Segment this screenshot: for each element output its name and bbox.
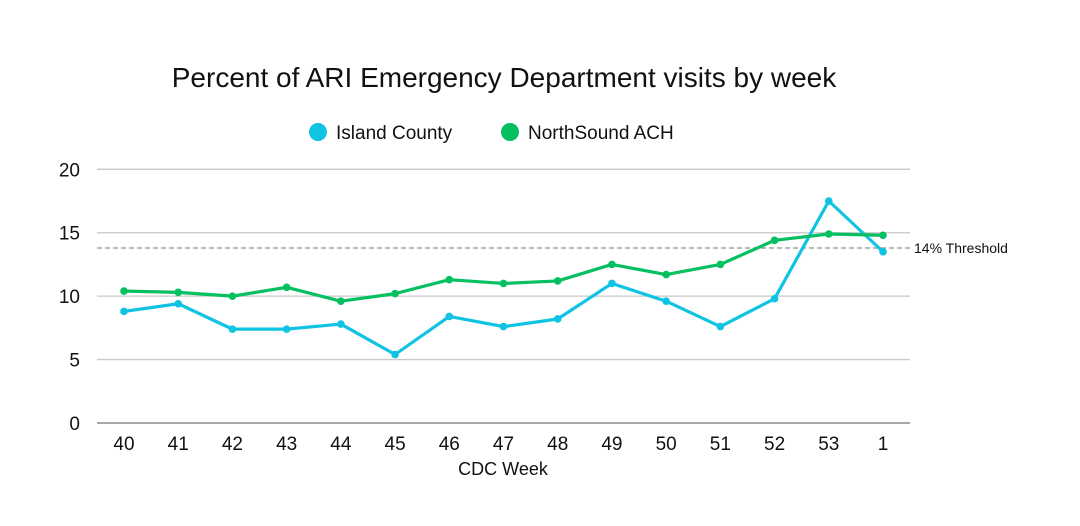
- y-tick-label: 15: [59, 224, 80, 245]
- data-point: [282, 325, 291, 333]
- data-point: [282, 283, 291, 292]
- legend-label: NorthSound ACH: [528, 123, 674, 144]
- x-tick-label: 52: [764, 434, 785, 455]
- y-tick-label: 20: [59, 160, 80, 181]
- x-tick-label: 41: [168, 434, 189, 455]
- series-island-county: [120, 197, 887, 359]
- legend-marker: [309, 123, 327, 141]
- series-line: [123, 232, 884, 303]
- data-point: [608, 279, 616, 288]
- data-point: [445, 275, 454, 284]
- series-group: [120, 197, 887, 359]
- data-point: [499, 279, 508, 288]
- data-point: [824, 230, 833, 238]
- data-point: [337, 297, 345, 306]
- data-point: [174, 299, 183, 308]
- x-tick-label: 1: [878, 434, 889, 455]
- x-tick-label: 50: [656, 434, 677, 455]
- data-point: [228, 292, 237, 300]
- data-point: [879, 247, 887, 256]
- x-axis-label: CDC Week: [458, 459, 549, 479]
- x-tick-label: 46: [439, 434, 460, 455]
- x-tick-label: 49: [601, 434, 622, 455]
- x-tick-label: 47: [493, 434, 514, 455]
- x-tick-label: 53: [818, 434, 839, 455]
- data-point: [716, 260, 725, 269]
- chart-title: Percent of ARI Emergency Department visi…: [172, 62, 837, 93]
- data-point: [879, 231, 887, 240]
- series-line: [123, 199, 885, 357]
- x-tick-label: 40: [113, 434, 134, 455]
- data-point: [608, 260, 616, 269]
- x-axis: 40 41 42 43 44 45 46 47 48 49 50 51 52 53 1: [113, 434, 888, 455]
- threshold: 14% Threshold: [97, 240, 1008, 256]
- data-point: [770, 236, 779, 245]
- data-point: [337, 320, 345, 328]
- threshold-label: 14% Threshold: [914, 240, 1008, 256]
- legend: Island County NorthSound ACH: [309, 123, 674, 144]
- data-point: [120, 287, 128, 295]
- series-northsound-ach: [120, 230, 887, 306]
- data-point: [391, 289, 399, 298]
- data-point: [228, 325, 237, 333]
- data-point: [824, 197, 833, 205]
- x-tick-label: 48: [547, 434, 568, 455]
- legend-label: Island County: [336, 123, 453, 144]
- data-point: [770, 294, 779, 303]
- data-point: [662, 297, 670, 306]
- grid: 0 5 10 15 20: [59, 160, 910, 435]
- data-point: [662, 270, 670, 279]
- y-tick-label: 0: [69, 414, 80, 435]
- x-tick-label: 44: [330, 434, 352, 455]
- y-tick-label: 5: [69, 351, 80, 372]
- y-tick-label: 10: [59, 287, 80, 308]
- x-tick-label: 45: [385, 434, 406, 455]
- data-point: [174, 288, 183, 297]
- x-tick-label: 43: [276, 434, 297, 455]
- x-tick-label: 42: [222, 434, 243, 455]
- data-point: [391, 350, 399, 359]
- data-point: [499, 322, 508, 331]
- data-point: [120, 307, 128, 316]
- legend-marker: [501, 123, 519, 141]
- data-point: [716, 322, 725, 331]
- data-point: [445, 312, 454, 321]
- data-point: [553, 315, 562, 323]
- x-tick-label: 51: [710, 434, 731, 455]
- data-point: [553, 277, 562, 285]
